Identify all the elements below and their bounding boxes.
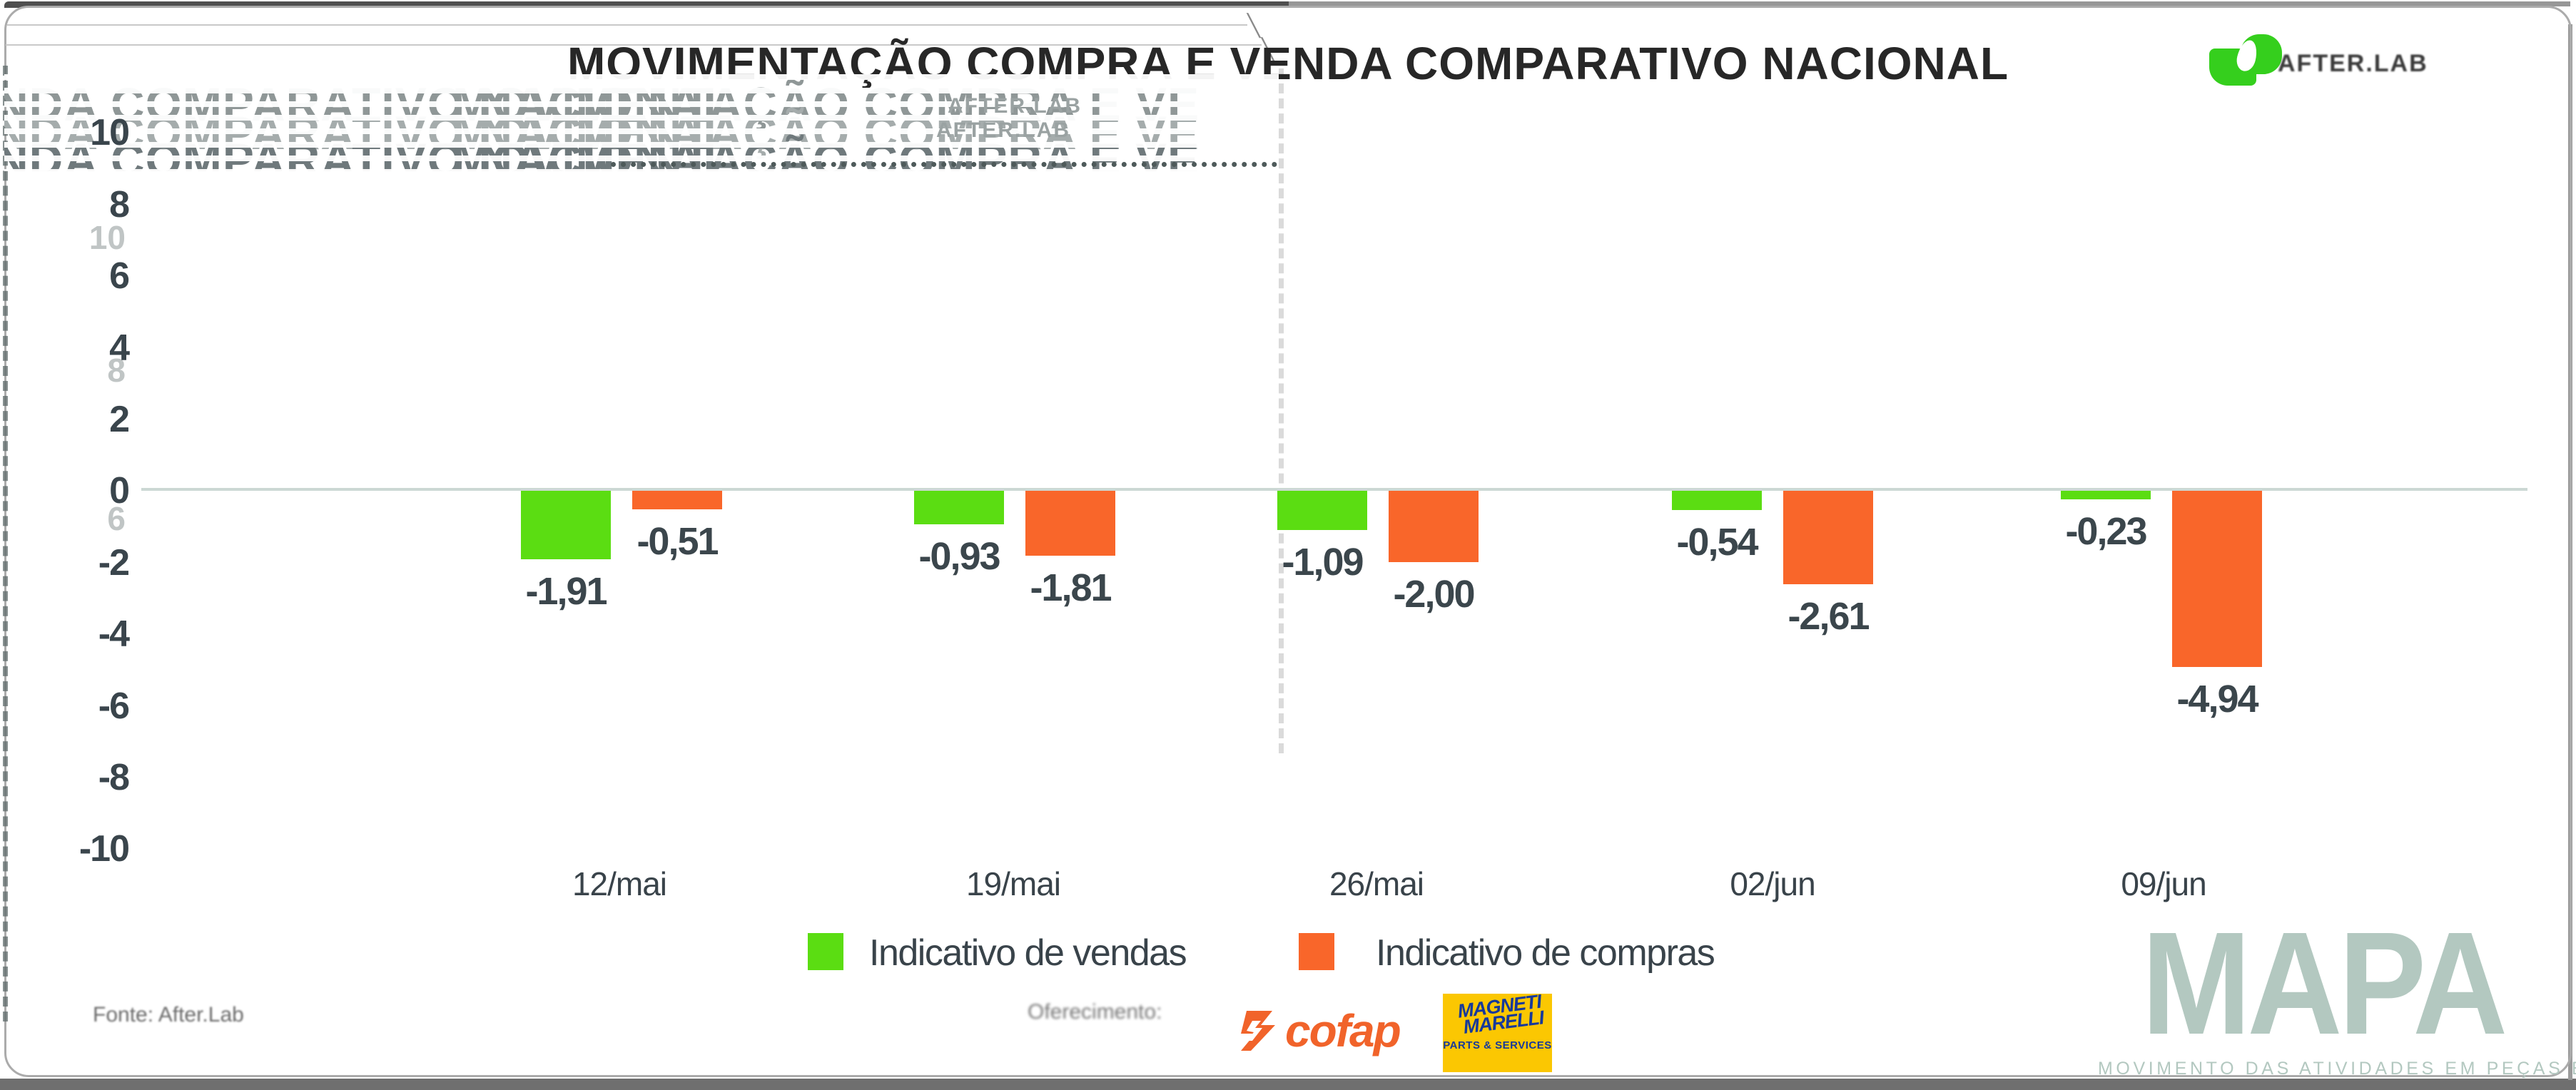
bar-vendas [1277,491,1367,530]
border-echo-corner-2: ╲ [1262,39,1275,62]
bar-vendas [914,491,1004,524]
y-tick-label: 10 [90,112,130,153]
border-echo-line-1 [7,24,1247,26]
mapa-tagline: MOVIMENTO DAS ATIVIDADES EM PEÇAS E ACES… [2098,1059,2576,1079]
left-border-artifact [3,66,8,1022]
border-echo-corner-1: ╲ [1247,14,1261,38]
resize-dashed-guideline [1279,68,1284,753]
ghost-axis-number: 8 [107,352,126,389]
border-echo-line-2 [6,44,1262,46]
x-axis-label: 26/mai [1329,865,1424,902]
x-axis-label: 12/mai [572,865,667,902]
window-top-bar-dark [4,1,1289,8]
x-axis-label: 09/jun [2121,865,2206,902]
y-tick-label: 4 [109,327,130,369]
bar-compras [632,491,722,509]
magneti-marelli-sub: PARTS & SERVICES [1443,1039,1552,1051]
legend-label-vendas: Indicativo de vendas [869,932,1187,974]
bar-compras [1389,491,1479,562]
bar-value-label: -0,54 [1676,521,1758,564]
bar-vendas [1672,491,1762,510]
y-tick-label: 8 [109,184,130,225]
afterlab-wordmark: AFTER.LAB [2278,50,2428,77]
ghost-brand-echo: AFTER.LAB [948,94,1082,118]
legend-label-compras: Indicativo de compras [1376,932,1715,974]
zero-axis-line [141,488,2527,491]
bar-value-label: -0,51 [637,520,719,563]
bar-vendas [2061,491,2151,499]
magneti-marelli-logo: MAGNETI MARELLI PARTS & SERVICES [1443,994,1552,1072]
mapa-wordmark: MAPA [2141,902,2507,1065]
y-tick-label: -10 [78,828,130,870]
mapa-watermark: MAPA MOVIMENTO DAS ATIVIDADES EM PEÇAS E… [2098,902,2576,1079]
ghost-brand-echo: AFTER.LAB [936,118,1070,142]
legend-swatch-compras [1299,933,1334,970]
bar-vendas [521,491,611,559]
bar-value-label: -4,94 [2176,678,2258,720]
y-tick-label: 2 [109,399,130,440]
y-tick-label: -4 [98,613,130,655]
cofap-logo: cofap [1237,1004,1401,1057]
ghost-axis-number: 10 [88,219,126,256]
y-tick-label: 0 [109,470,130,511]
bar-compras [1025,491,1115,556]
window-top-bar-light [1289,1,2570,6]
ghost-title-artifact: NDA COMPARATIVO NACIONAL MOVIMENTAÇÃO CO… [4,74,1279,171]
x-axis-label: 19/mai [965,865,1061,902]
window-bottom-bar [0,1079,2576,1090]
ghost-stripes [4,74,1279,171]
bar-value-label: -1,81 [1030,566,1112,609]
bar-value-label: -1,09 [1282,541,1364,584]
bar-value-label: -0,93 [918,535,1000,578]
bar-value-label: -0,23 [2065,510,2147,553]
x-axis-label: 02/jun [1730,865,1815,902]
bar-value-label: -1,91 [525,570,607,613]
y-tick-label: 6 [109,255,130,297]
cofap-wordmark: cofap [1285,1005,1401,1056]
legend-swatch-vendas [808,933,843,970]
y-tick-label: -6 [98,686,130,727]
bar-compras [2172,491,2262,667]
afterlab-logo: AFTER.LAB [2209,31,2427,88]
bar-value-label: -2,61 [1788,595,1870,638]
source-note: Fonte: After.Lab [93,1003,244,1027]
bar-value-label: -2,00 [1393,573,1475,616]
ghost-dotted-line [611,162,1277,167]
cofap-icon [1241,1011,1275,1051]
ghost-axis-number: 6 [107,500,126,537]
bar-compras [1783,491,1873,584]
y-tick-label: -8 [98,757,130,798]
y-tick-label: -2 [98,542,130,584]
sponsorship-label: Oferecimento: [1028,1000,1162,1024]
